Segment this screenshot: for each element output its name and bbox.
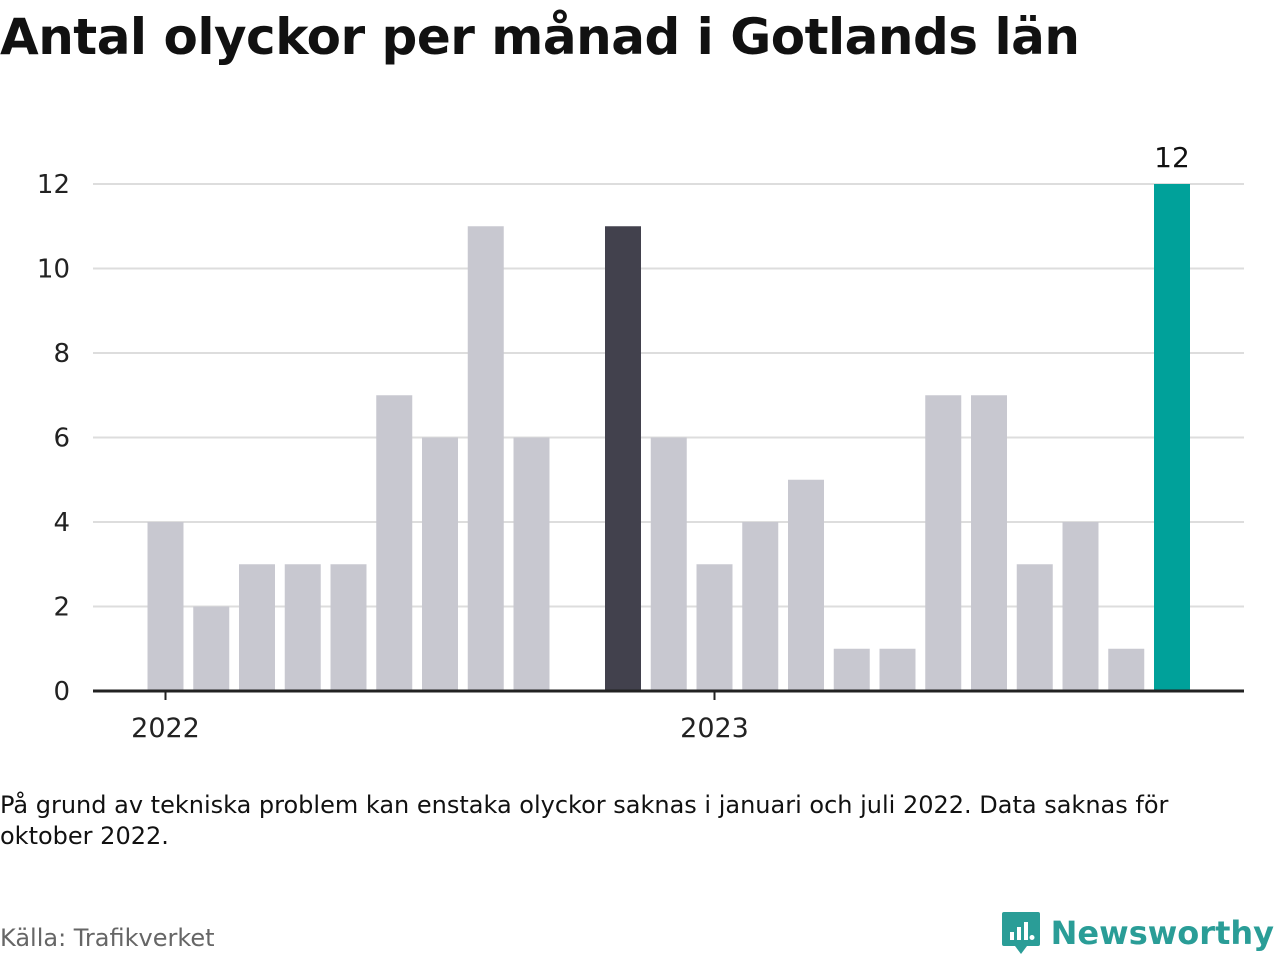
x-axis-ticks: 2022 2023	[131, 691, 749, 744]
bar-2023-01	[696, 564, 733, 691]
x-tick-label: 2022	[131, 713, 200, 744]
y-tick-label: 2	[53, 593, 70, 623]
bar-2023-08	[1016, 564, 1053, 691]
y-tick-label: 6	[53, 424, 70, 454]
bar-2023-05	[879, 648, 916, 691]
bar-2023-04	[833, 648, 870, 691]
value-label: 12	[1154, 141, 1190, 174]
bar-chart: 0 2 4 6 8 10 12 12 2022 2023	[37, 141, 1244, 744]
bar-2022-01	[147, 522, 184, 691]
bars	[147, 184, 1190, 691]
y-tick-label: 4	[53, 508, 70, 538]
bar-2023-06	[925, 395, 962, 691]
bar-2022-03	[239, 564, 275, 691]
y-tick-label: 0	[53, 677, 70, 707]
y-axis-tick-labels: 0 2 4 6 8 10 12	[37, 170, 70, 707]
bar-2023-02	[742, 522, 779, 691]
newsworthy-logo: Newsworthy	[1001, 910, 1274, 956]
bar-2022-02	[193, 606, 230, 691]
y-tick-label: 8	[53, 339, 70, 369]
source-credit: Källa: Trafikverket	[0, 924, 215, 952]
bar-2022-05	[330, 564, 367, 691]
bar-2022-09	[513, 437, 550, 691]
x-tick-label: 2023	[680, 713, 749, 744]
y-tick-label: 12	[37, 170, 70, 200]
bar-2023-11	[1154, 184, 1190, 691]
chart-footnote: På grund av tekniska problem kan enstaka…	[0, 791, 1169, 850]
bar-2023-07	[971, 395, 1007, 691]
value-labels: 12	[1154, 141, 1190, 174]
bar-2022-06	[376, 395, 413, 691]
bar-2022-12	[650, 437, 687, 691]
newsworthy-logo-icon	[1001, 912, 1040, 954]
bar-2022-07	[422, 437, 458, 691]
bar-2022-04	[284, 564, 321, 691]
bar-2022-08	[467, 226, 504, 691]
bar-2023-09	[1062, 522, 1099, 691]
bar-2023-10	[1108, 648, 1145, 691]
bar-2023-03	[788, 479, 824, 691]
brand-name: Newsworthy	[1050, 914, 1274, 952]
bar-2022-11	[605, 226, 641, 691]
y-tick-label: 10	[37, 255, 70, 285]
chart-title: Antal olyckor per månad i Gotlands län	[0, 8, 1080, 66]
